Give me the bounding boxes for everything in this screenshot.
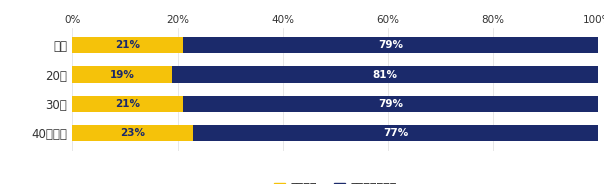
Text: 19%: 19% — [110, 70, 135, 79]
Bar — [72, 125, 193, 141]
Bar — [183, 96, 598, 112]
Text: 23%: 23% — [120, 128, 146, 138]
Text: 81%: 81% — [373, 70, 397, 79]
Bar — [172, 66, 598, 83]
Text: 79%: 79% — [378, 99, 403, 109]
Bar — [183, 37, 598, 53]
Text: 21%: 21% — [115, 99, 140, 109]
Legend: 変化した, 変化していない: 変化した, 変化していない — [269, 178, 401, 184]
Bar — [193, 125, 598, 141]
Bar — [72, 96, 183, 112]
Bar — [72, 66, 172, 83]
Text: 77%: 77% — [383, 128, 408, 138]
Bar — [72, 37, 183, 53]
Text: 79%: 79% — [378, 40, 403, 50]
Text: 21%: 21% — [115, 40, 140, 50]
